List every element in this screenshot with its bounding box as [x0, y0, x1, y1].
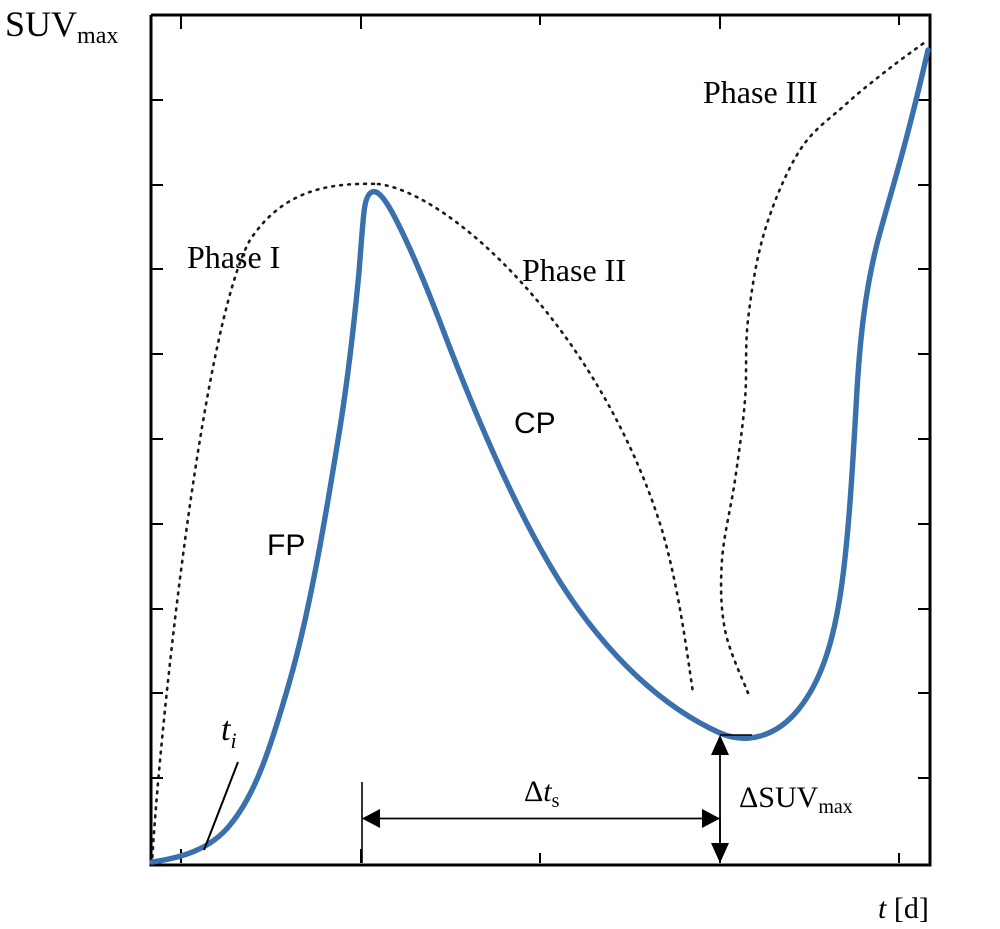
svg-text:Phase II: Phase II	[522, 252, 626, 288]
svg-text:Δts: Δts	[524, 775, 560, 812]
svg-text:SUVmax: SUVmax	[5, 4, 118, 49]
svg-text:CP: CP	[514, 407, 556, 440]
svg-text:FP: FP	[267, 529, 305, 562]
svg-text:t [d]: t [d]	[878, 892, 929, 925]
svg-text:Phase I: Phase I	[187, 239, 280, 275]
svg-text:ti: ti	[221, 711, 237, 753]
svg-text:ΔSUVmax: ΔSUVmax	[739, 781, 853, 818]
svg-text:Phase III: Phase III	[703, 74, 818, 110]
